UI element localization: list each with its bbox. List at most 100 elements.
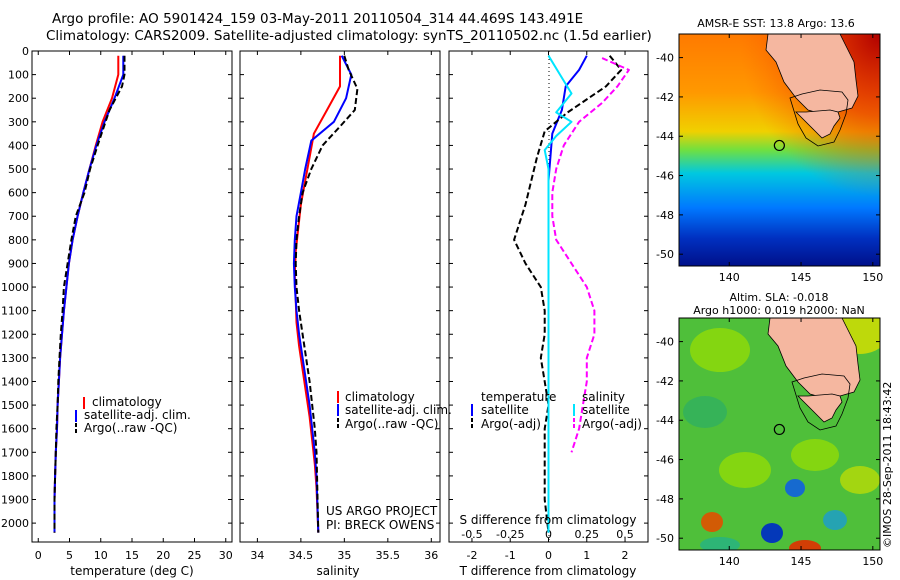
difference-y-ticks [449, 50, 648, 524]
sla-blob [789, 540, 821, 550]
legend-title-temperature: temperature [481, 390, 556, 404]
project-annotation-line1: US ARGO PROJECT [326, 504, 438, 518]
legend-title-salinity: salinity [582, 390, 625, 404]
difference-legend-temperature: temperature satellite Argo(-adj) [471, 390, 556, 431]
sst-map-title: AMSR-E SST: 13.8 Argo: 13.6 [697, 17, 855, 30]
series-line-satellite-adj-clim- [53, 55, 125, 533]
argo-position-marker [773, 139, 785, 152]
sst-map: AMSR-E SST: 13.8 Argo: 13.6 140 145 150 -4… [656, 17, 883, 284]
map-y-tick-label: -48 [656, 209, 674, 222]
legend-label-temp-argo: Argo(-adj) [481, 417, 541, 431]
x-tick-label: 35 [337, 549, 351, 562]
temperature-legend: climatology satellite-adj. clim. Argo(..… [75, 395, 191, 435]
difference-xlabel-top: S difference from climatology [460, 513, 637, 527]
x-tick-label: 25 [188, 549, 202, 562]
series-line-temperature-satellite [547, 55, 588, 533]
depth-tick-label: 1900 [1, 494, 29, 507]
sla-blob [700, 537, 740, 550]
map-x-tick-label: 145 [791, 555, 812, 568]
salinity-y-ticks [240, 50, 440, 524]
x-tick-label: -2 [466, 549, 477, 562]
sla-map-title-line2: Argo h1000: 0.019 h2000: NaN [693, 304, 865, 317]
salinity-axes-box [239, 50, 441, 543]
sla-blob [785, 479, 805, 497]
map-y-tick-label: -50 [656, 248, 674, 261]
depth-axis-ticks: 0 100 200 300 400 500 600 700 800 900 1000 1100 1200… [1, 45, 232, 530]
legend-label-argo: Argo(..raw -QC) [345, 417, 438, 431]
difference-legend-salinity: salinity satellite Argo(-adj) [573, 390, 642, 431]
sla-blob [701, 512, 723, 532]
depth-tick-label: 1800 [1, 470, 29, 483]
map-x-tick-label: 145 [791, 271, 812, 284]
sla-map: Altim. SLA: -0.018 Argo h1000: 0.019 h20… [656, 291, 894, 568]
x-tick-label: 10 [94, 549, 108, 562]
sla-map-x-ticks: 140 145 150 [719, 318, 883, 568]
depth-tick-label: 300 [8, 116, 29, 129]
depth-tick-label: 1100 [1, 305, 29, 318]
depth-tick-label: 100 [8, 69, 29, 82]
legend-label-temp-satellite: satellite [481, 403, 529, 417]
sst-map-y-ticks: -40 -42 -44 -46 -48 -50 [656, 52, 880, 261]
depth-tick-label: 2000 [1, 517, 29, 530]
imos-watermark: ©IMOS 28-Sep-2011 18:43:42 [881, 382, 894, 548]
temperature-xlabel: temperature (deg C) [70, 564, 193, 578]
depth-tick-label: 1000 [1, 281, 29, 294]
depth-tick-label: 1300 [1, 352, 29, 365]
x-tick-label: 0 [545, 549, 552, 562]
x-tick-label: 34 [250, 549, 264, 562]
legend-label-sal-satellite: satellite [582, 403, 630, 417]
x-tick-label: 2 [622, 549, 629, 562]
difference-panel: -2 -1 0 1 2 -0.5 -0.25 0 0.25 0.5 S difference fr… [448, 50, 649, 578]
argo-position-marker [773, 423, 785, 436]
sla-blob [761, 523, 783, 543]
sla-isobath [791, 373, 851, 431]
depth-tick-label: 1500 [1, 399, 29, 412]
temperature-axes-box [31, 50, 233, 543]
sla-map-frame [678, 317, 881, 551]
depth-tick-label: 0 [22, 45, 29, 58]
map-y-tick-label: -50 [656, 532, 674, 545]
difference-axis-ticks: -2 -1 0 1 2 -0.5 -0.25 0 0.25 0.5 [461, 51, 634, 562]
series-line-argo-raw-qc- [53, 55, 126, 533]
salinity-axis-ticks: 34 34.5 35 35.5 36 [250, 51, 438, 562]
x-tick-label: 5 [66, 549, 73, 562]
map-y-tick-label: -42 [656, 375, 674, 388]
x-tick-label: 35.5 [376, 549, 401, 562]
legend-label-sal-argo: Argo(-adj) [582, 417, 642, 431]
sla-map-y-ticks: -40 -42 -44 -46 -48 -50 [656, 336, 880, 545]
sla-blob [719, 452, 771, 488]
series-line-salinity-argo-adj- [551, 57, 630, 453]
sla-blob [840, 466, 880, 494]
figure-title-line1: Argo profile: AO 5901424_159 03-May-2011… [52, 11, 584, 27]
depth-tick-label: 500 [8, 163, 29, 176]
sst-isobath [789, 89, 849, 147]
x-tick-label: 34.5 [289, 549, 314, 562]
x-tick-label: -1 [505, 549, 516, 562]
legend-label-satellite: satellite-adj. clim. [345, 403, 452, 417]
s-diff-tick-label: 0.5 [616, 528, 634, 541]
depth-tick-label: 400 [8, 139, 29, 152]
x-tick-label: 36 [424, 549, 438, 562]
figure-title-line2: Climatology: CARS2009. Satellite-adjuste… [46, 28, 652, 44]
salinity-panel: 34 34.5 35 35.5 36 salinity climatology sate… [239, 50, 452, 578]
depth-tick-label: 800 [8, 234, 29, 247]
depth-tick-label: 900 [8, 257, 29, 270]
map-y-tick-label: -40 [656, 336, 674, 349]
s-diff-tick-label: -0.5 [461, 528, 482, 541]
sst-map-x-ticks: 140 145 150 [719, 34, 883, 284]
series-line-temperature-argo-adj- [513, 55, 623, 533]
salinity-legend: climatology satellite-adj. clim. Argo(..… [337, 390, 452, 431]
map-y-tick-label: -46 [656, 170, 674, 183]
depth-tick-label: 1400 [1, 375, 29, 388]
depth-tick-label: 200 [8, 92, 29, 105]
legend-label-satellite: satellite-adj. clim. [84, 408, 191, 422]
depth-tick-label: 600 [8, 187, 29, 200]
sst-land-tasmania [795, 109, 841, 139]
map-x-tick-label: 140 [719, 555, 740, 568]
legend-label-argo: Argo(..raw -QC) [84, 421, 177, 435]
sla-blob [690, 328, 750, 372]
sla-blob [823, 510, 847, 530]
depth-tick-label: 1700 [1, 446, 29, 459]
map-x-tick-label: 140 [719, 271, 740, 284]
